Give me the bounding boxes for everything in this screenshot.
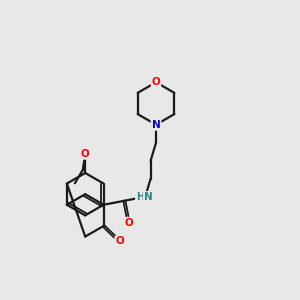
Text: H: H — [136, 192, 144, 202]
Text: N: N — [152, 120, 161, 130]
Text: O: O — [115, 236, 124, 247]
Text: O: O — [124, 218, 133, 228]
Text: N: N — [152, 120, 161, 130]
Text: N: N — [144, 192, 152, 202]
Text: O: O — [152, 77, 161, 87]
Text: O: O — [81, 149, 90, 159]
